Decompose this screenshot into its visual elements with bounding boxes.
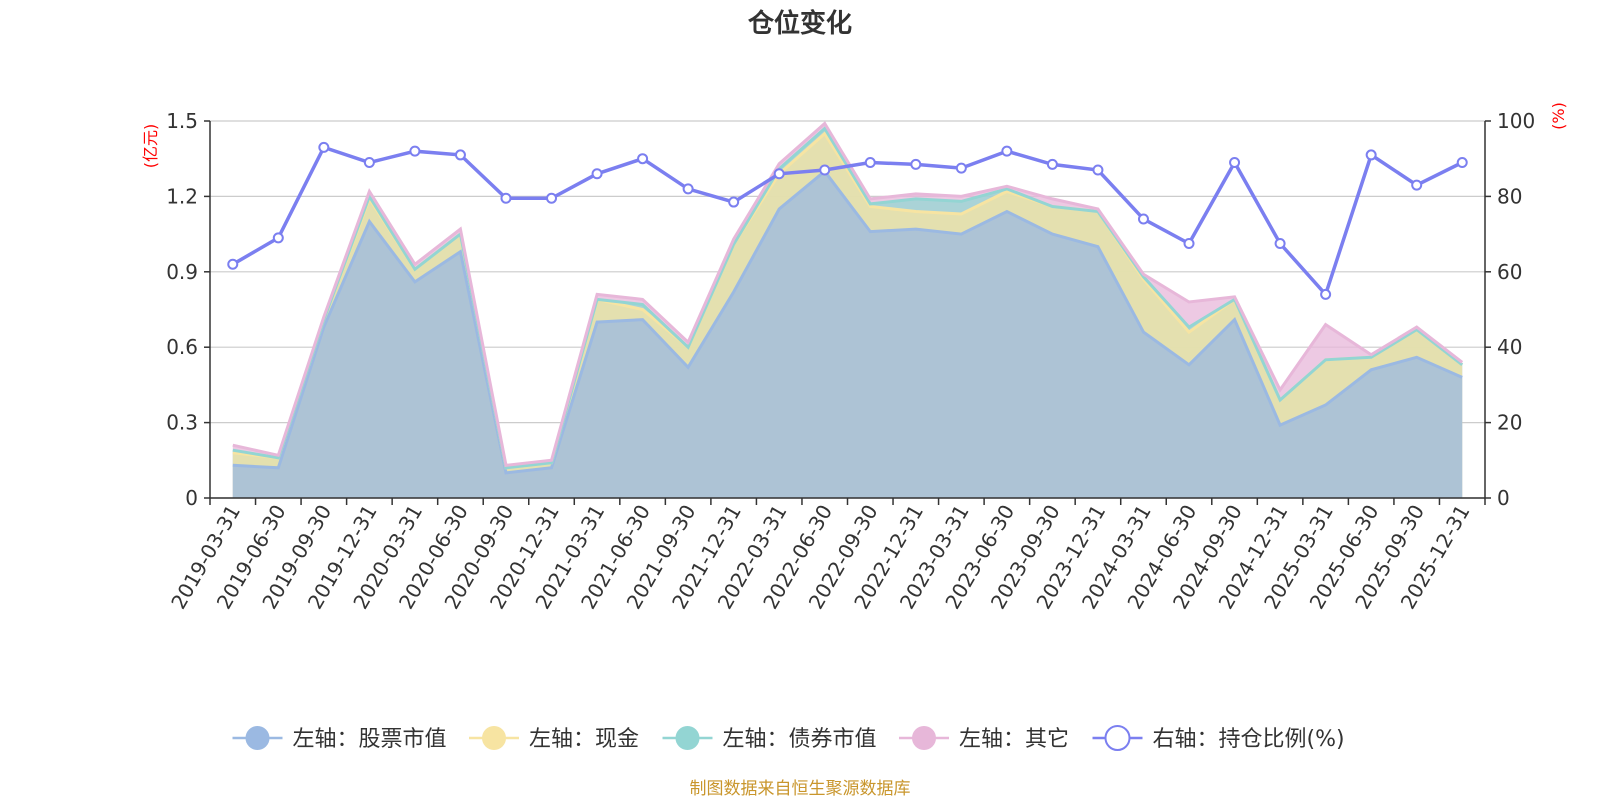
- legend-marker-icon: [482, 726, 506, 750]
- right-tick-label: 60: [1497, 260, 1522, 284]
- ratio-point: [1274, 238, 1286, 250]
- right-tick-label: 100: [1497, 109, 1535, 133]
- right-tick-label: 80: [1497, 184, 1522, 208]
- ratio-point: [546, 192, 558, 204]
- ratio-point: [1137, 213, 1149, 225]
- left-tick-label: 0.6: [166, 335, 198, 359]
- legend-label: 左轴：债券市值: [723, 727, 877, 752]
- ratio-point: [500, 192, 512, 204]
- ratio-point: [1046, 158, 1058, 170]
- position-ratio-line: [227, 141, 1468, 300]
- left-tick-label: 1.5: [166, 109, 198, 133]
- ratio-point: [227, 258, 239, 270]
- area-edge-左轴：其它: [232, 121, 1464, 467]
- ratio-point: [318, 141, 330, 153]
- left-tick-label: 0: [185, 486, 198, 510]
- ratio-line: [231, 145, 1463, 298]
- right-axis-unit: (%): [1549, 102, 1568, 130]
- ratio-point: [1320, 288, 1332, 300]
- left-axis-unit: (亿元): [141, 124, 160, 169]
- right-tick-label: 0: [1497, 486, 1510, 510]
- source-note: 制图数据来自恒生聚源数据库: [690, 779, 911, 799]
- legend-label: 左轴：现金: [529, 727, 639, 752]
- left-tick-label: 1.2: [166, 184, 198, 208]
- ratio-point: [1001, 145, 1013, 157]
- ratio-point: [1411, 179, 1423, 191]
- stacked-areas: [232, 121, 1464, 499]
- legend-marker-icon: [245, 726, 270, 750]
- ratio-point: [682, 183, 694, 195]
- legend-label: 左轴：其它: [959, 727, 1069, 752]
- ratio-point: [409, 145, 421, 157]
- left-tick-label: 0.9: [166, 260, 198, 284]
- legend-marker-icon: [675, 726, 700, 750]
- ratio-point: [728, 196, 740, 208]
- area-左轴：股票市值: [232, 171, 1463, 499]
- ratio-point: [272, 232, 284, 244]
- chart-title: 仓位变化: [747, 8, 852, 39]
- ratio-point: [864, 156, 876, 168]
- ratio-point: [1365, 149, 1377, 161]
- ratio-point: [1229, 156, 1241, 168]
- ratio-point: [773, 168, 785, 180]
- right-tick-label: 20: [1497, 411, 1522, 435]
- area-edge-左轴：股票市值: [232, 169, 1463, 475]
- ratio-point: [910, 158, 922, 170]
- ratio-point: [637, 153, 649, 165]
- legend-label: 右轴：持仓比例(%): [1153, 727, 1345, 752]
- ratio-point: [454, 149, 466, 161]
- ratio-point: [363, 156, 375, 168]
- ratio-point: [819, 164, 831, 176]
- ratio-point: [1092, 164, 1104, 176]
- right-tick-label: 40: [1497, 335, 1522, 359]
- ratio-point: [1456, 156, 1468, 168]
- legend-label: 左轴：股票市值: [293, 727, 447, 752]
- ratio-point: [1183, 238, 1195, 250]
- legend: 左轴：股票市值 左轴：现金 左轴：债券市值 左轴：其它 右轴：持仓比例(%): [232, 725, 1345, 752]
- legend-marker-icon: [1104, 725, 1131, 751]
- ratio-point: [591, 168, 603, 180]
- ratio-point: [955, 162, 967, 174]
- left-tick-label: 0.3: [166, 411, 198, 435]
- legend-marker-icon: [912, 726, 936, 750]
